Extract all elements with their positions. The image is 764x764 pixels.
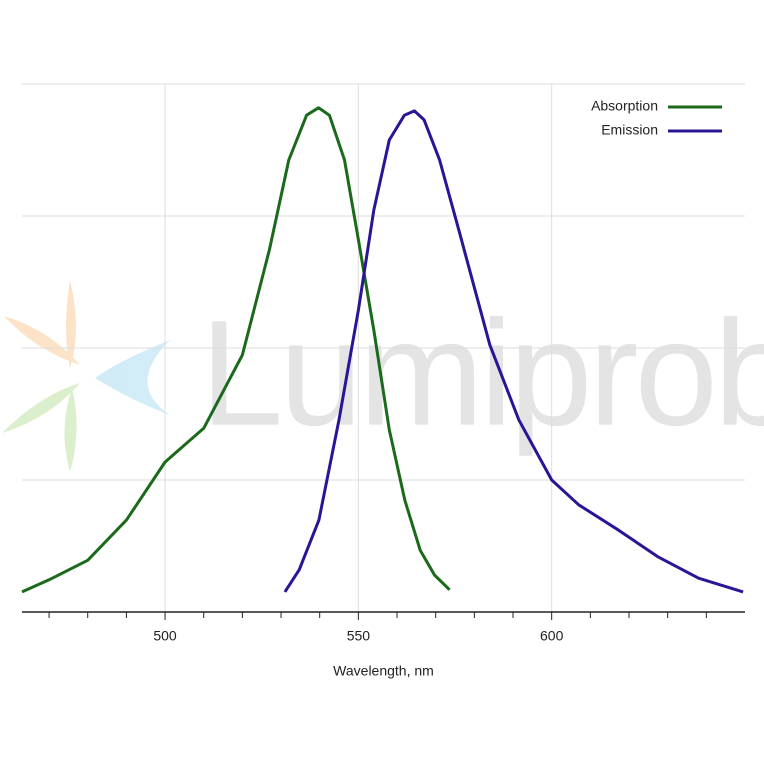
x-tick-label: 600 <box>540 628 564 644</box>
logo <box>2 280 170 472</box>
legend-label: Absorption <box>591 98 658 114</box>
x-tick-label: 500 <box>153 628 177 644</box>
series-line <box>21 106 451 594</box>
legend-label: Emission <box>601 122 658 138</box>
x-axis-label: Wavelength, nm <box>333 663 434 679</box>
series-line <box>283 109 744 594</box>
x-tick-label: 550 <box>347 628 371 644</box>
